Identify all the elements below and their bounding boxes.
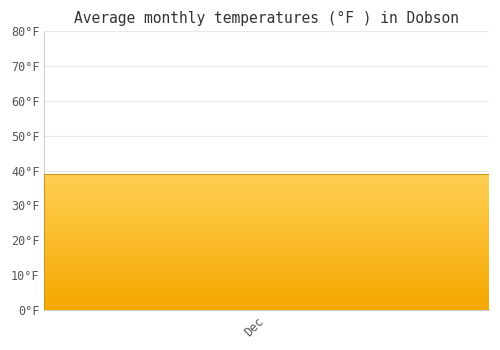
Title: Average monthly temperatures (°F ) in Dobson: Average monthly temperatures (°F ) in Do… — [74, 11, 459, 26]
Bar — [44, 174, 489, 310]
